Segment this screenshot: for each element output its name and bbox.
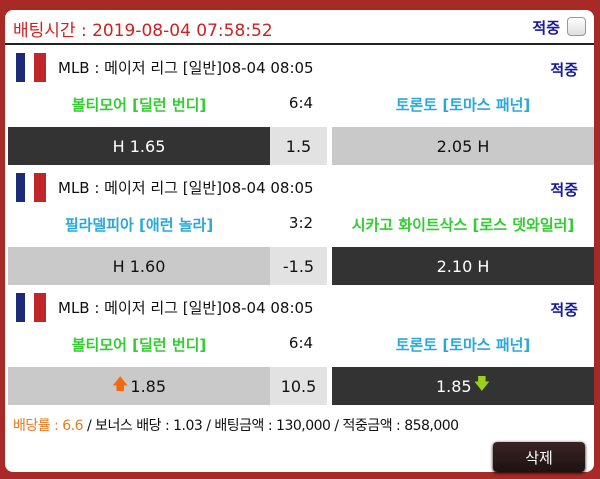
hit-filter-label: 적중: [532, 19, 560, 37]
home-odd: H 1.60: [112, 256, 166, 276]
bet-slip-panel: 배팅시간 : 2019-08-04 07:58:52 적중 MLB : 메이저 …: [5, 10, 594, 472]
mlb-logo-icon: [16, 293, 46, 322]
hit-checkbox[interactable]: [567, 17, 586, 36]
handicap-line: 1.5: [270, 127, 327, 165]
match-item: MLB : 메이저 리그 [일반]08-04 08:05 적중 필라델피아 [애…: [5, 170, 594, 288]
home-team: 필라델피아 [애런 놀라]: [64, 216, 214, 234]
away-team: 토론토 [토마스 패넌]: [395, 96, 531, 114]
handicap-line: -1.5: [270, 247, 327, 285]
away-odd: 2.10 H: [436, 256, 490, 276]
score: 6:4: [288, 334, 314, 352]
away-odd-button[interactable]: 1.85 🡇: [332, 367, 594, 405]
result-status: 적중: [550, 301, 578, 319]
result-status: 적중: [550, 181, 578, 199]
away-odd-button[interactable]: 2.10 H: [332, 247, 594, 285]
line-value: 1.5: [285, 136, 312, 156]
away-odd-button[interactable]: 2.05 H: [332, 127, 594, 165]
mlb-logo-icon: [16, 53, 46, 82]
summary-details: / 보너스 배당 : 1.03 / 배팅금액 : 130,000 / 적중금액 …: [83, 418, 459, 434]
delete-button[interactable]: 삭제: [493, 442, 585, 472]
bet-time: 배팅시간 : 2019-08-04 07:58:52: [13, 21, 273, 41]
home-odd-button[interactable]: H 1.60: [8, 247, 270, 285]
mlb-logo-icon: [16, 173, 46, 202]
handicap-line: 10.5: [270, 367, 327, 405]
away-team: 시카고 화이트삭스 [로스 뎃와일러]: [351, 216, 575, 234]
home-odd-button[interactable]: 🡅 1.85: [8, 367, 270, 405]
league-info: MLB : 메이저 리그 [일반]08-04 08:05: [58, 179, 314, 197]
line-value: -1.5: [282, 256, 315, 276]
home-odd: 1.85: [130, 376, 167, 396]
odds-rate: 배당률 : 6.6: [13, 418, 84, 434]
score: 3:2: [288, 214, 314, 232]
home-team: 볼티모어 [딜런 번디]: [71, 336, 207, 354]
result-status: 적중: [550, 61, 578, 79]
league-info: MLB : 메이저 리그 [일반]08-04 08:05: [58, 59, 314, 77]
match-item: MLB : 메이저 리그 [일반]08-04 08:05 적중 볼티모어 [딜런…: [5, 290, 594, 408]
away-team: 토론토 [토마스 패넌]: [395, 336, 531, 354]
line-value: 10.5: [280, 376, 317, 396]
arrow-up-icon: 🡅: [111, 373, 129, 393]
bet-summary: 배당률 : 6.6 / 보너스 배당 : 1.03 / 배팅금액 : 130,0…: [13, 415, 459, 435]
away-odd: 2.05 H: [436, 136, 490, 156]
home-odd-button[interactable]: H 1.65: [8, 127, 270, 165]
away-odd: 1.85: [435, 376, 472, 396]
home-odd: H 1.65: [112, 136, 166, 156]
arrow-down-icon: 🡇: [473, 373, 491, 393]
home-team: 볼티모어 [딜런 번디]: [71, 96, 207, 114]
score: 6:4: [288, 94, 314, 112]
league-info: MLB : 메이저 리그 [일반]08-04 08:05: [58, 299, 314, 317]
match-item: MLB : 메이저 리그 [일반]08-04 08:05 적중 볼티모어 [딜런…: [5, 50, 594, 168]
bet-header: 배팅시간 : 2019-08-04 07:58:52 적중: [5, 10, 594, 45]
